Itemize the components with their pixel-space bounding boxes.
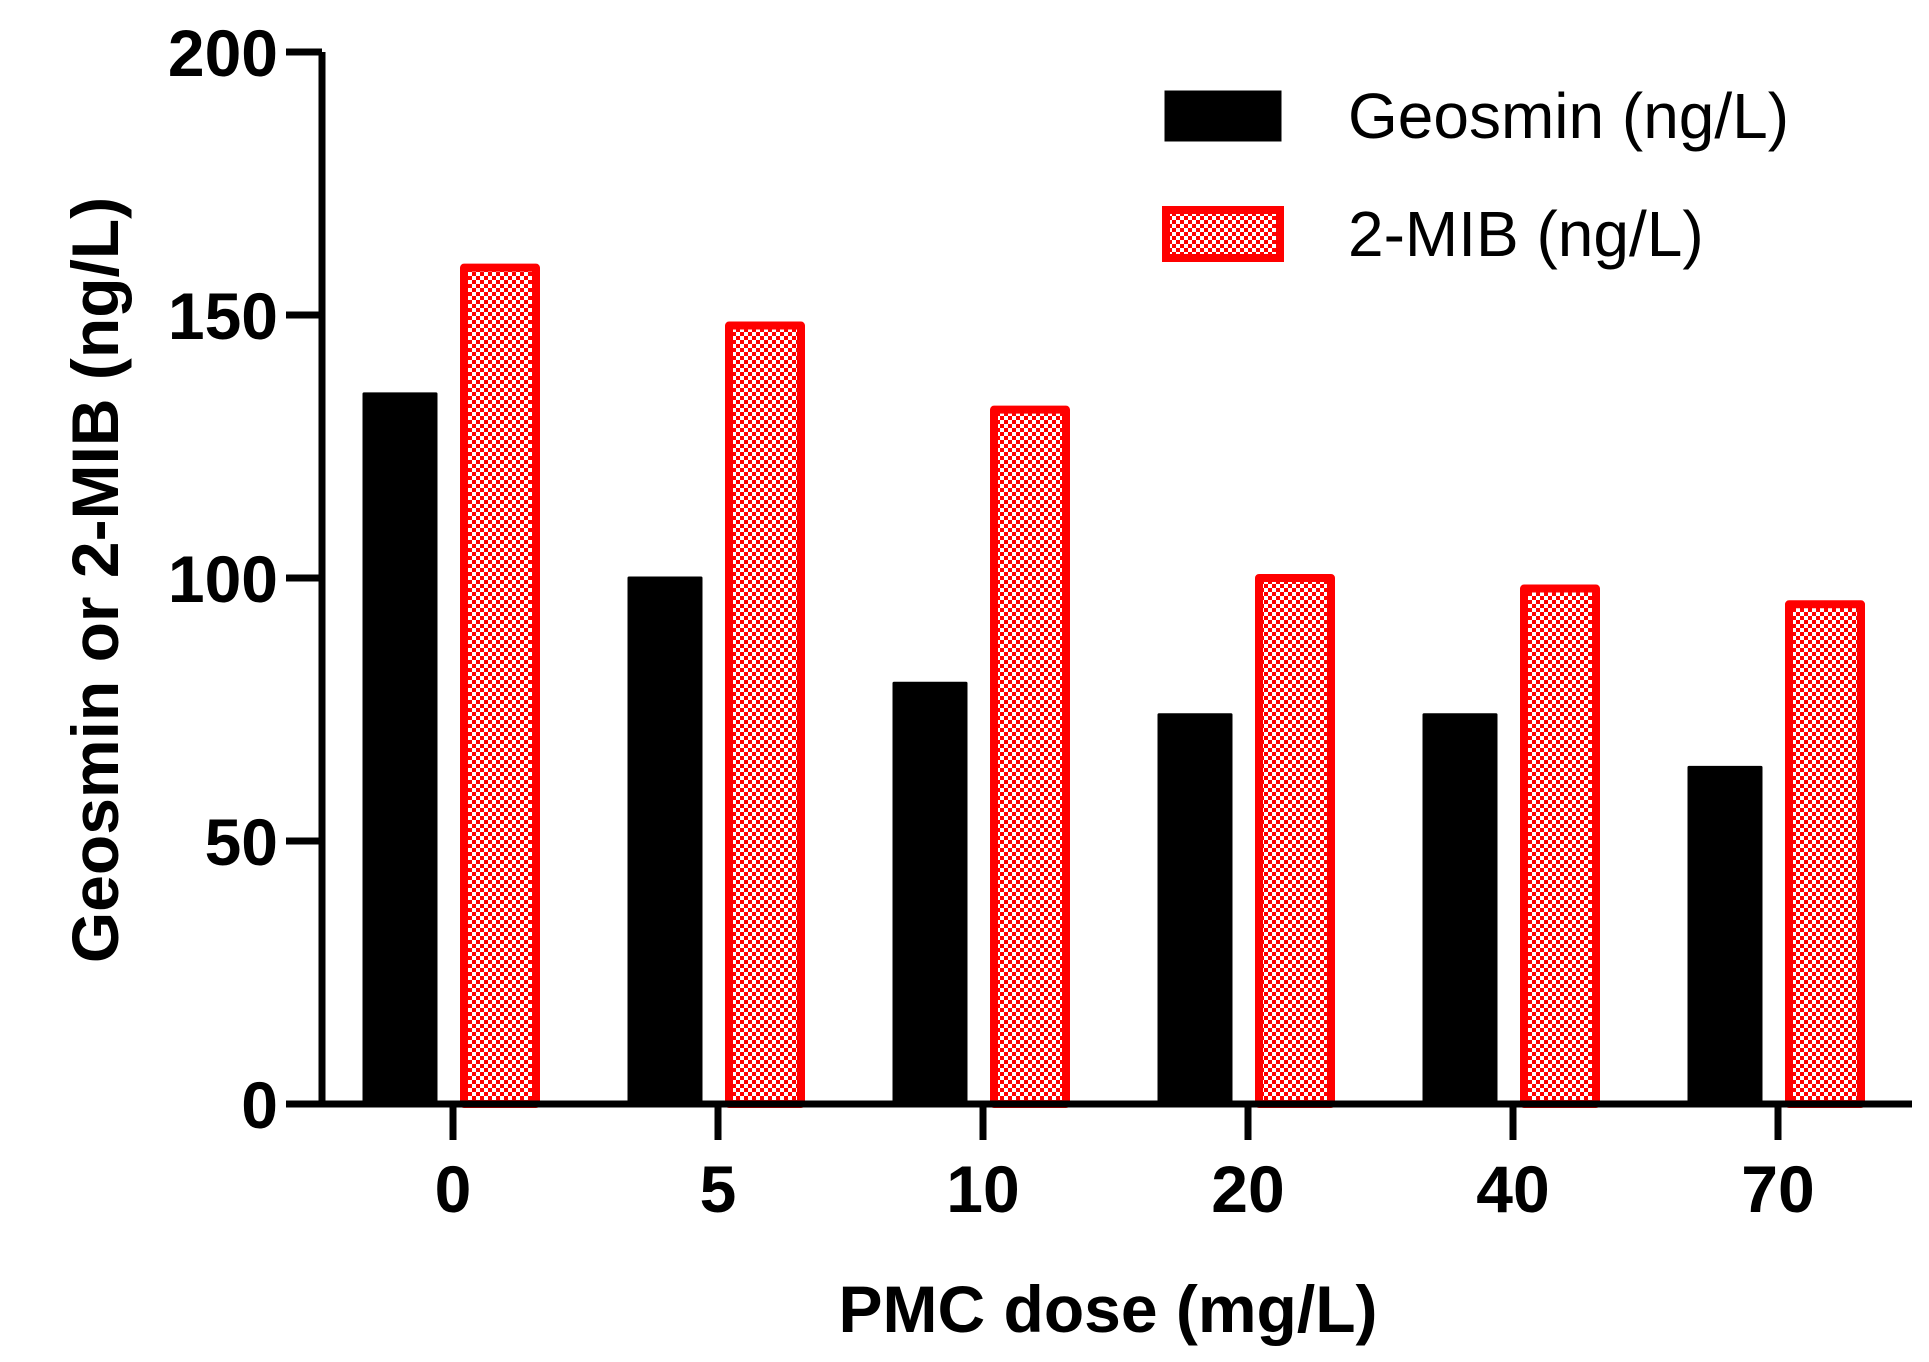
x-axis-ticks: 0 5 10 20 40 70 [435,1104,1815,1226]
bar-geosmin-70 [1687,765,1763,1106]
x-tick-label: 40 [1476,1152,1549,1226]
legend-label-geosmin: Geosmin (ng/L) [1348,80,1789,152]
y-tick-label: 200 [168,16,278,90]
x-tick-label: 20 [1211,1152,1284,1226]
bar-2-mib-10 [990,405,1070,1108]
x-axis-title: PMC dose (mg/L) [839,1272,1378,1346]
legend-swatch-2-mib [1162,206,1284,262]
x-tick-label: 5 [700,1152,737,1226]
x-tick-label: 70 [1741,1152,1814,1226]
y-tick-label: 0 [241,1068,278,1142]
y-axis-ticks: 0 50 100 150 200 [168,16,322,1142]
bar-geosmin-5 [627,576,703,1106]
y-tick-label: 150 [168,279,278,353]
bar-geosmin-0 [362,392,438,1106]
y-tick-label: 100 [168,542,278,616]
y-axis-title: Geosmin or 2-MIB (ng/L) [58,197,132,963]
x-tick-label: 0 [435,1152,472,1226]
legend: Geosmin (ng/L) 2-MIB (ng/L) [1162,80,1789,270]
y-tick-label: 50 [205,805,278,879]
legend-swatch-geosmin [1164,90,1282,142]
x-tick-label: 10 [946,1152,1019,1226]
bar-geosmin-40 [1422,713,1498,1106]
bar-2-mib-5 [725,321,805,1108]
bars-group [362,263,1865,1109]
bar-2-mib-70 [1785,600,1865,1108]
bar-geosmin-10 [892,681,968,1106]
bar-2-mib-0 [460,263,540,1109]
bar-2-mib-40 [1520,584,1600,1108]
bar-2-mib-20 [1255,574,1335,1108]
legend-label-2-mib: 2-MIB (ng/L) [1348,198,1704,270]
bar-geosmin-20 [1157,713,1233,1106]
